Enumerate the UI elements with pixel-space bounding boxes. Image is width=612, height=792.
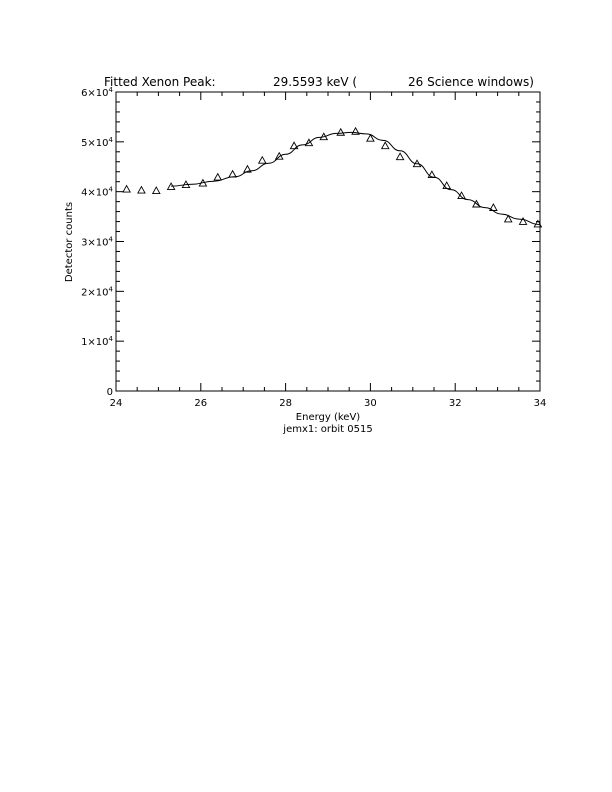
data-point bbox=[518, 217, 528, 225]
chart-title: Fitted Xenon Peak: 29.5593 keV ( 26 Scie… bbox=[104, 75, 534, 89]
y-tick-label: 6×104 bbox=[81, 86, 113, 99]
title-part: 26 Science windows) bbox=[408, 75, 534, 89]
data-point bbox=[380, 141, 390, 150]
x-tick-label: 24 bbox=[110, 398, 123, 409]
plot-frame bbox=[115, 91, 541, 392]
x-tick-label: 32 bbox=[449, 398, 462, 409]
data-point bbox=[457, 191, 466, 199]
data-point bbox=[243, 164, 252, 173]
data-point bbox=[412, 159, 422, 168]
x-tick-label: 28 bbox=[279, 398, 292, 409]
x-tick-label: 26 bbox=[194, 398, 207, 409]
data-point bbox=[213, 172, 223, 181]
y-tick-label: 3×104 bbox=[81, 236, 113, 249]
data-point bbox=[427, 170, 437, 179]
data-point bbox=[289, 141, 299, 150]
data-point bbox=[351, 126, 360, 135]
data-point bbox=[274, 151, 284, 160]
y-axis-label: Detector counts bbox=[64, 202, 75, 282]
y-tick-label: 1×104 bbox=[81, 335, 113, 348]
data-point bbox=[442, 181, 452, 190]
data-point bbox=[198, 178, 208, 187]
y-axis: 0 1×104 2×104 3×104 4×104 5×104 6×104 bbox=[81, 86, 540, 398]
data-point bbox=[122, 184, 131, 193]
y-tick-label: 4×104 bbox=[81, 186, 113, 199]
title-part: Fitted Xenon Peak: bbox=[104, 75, 216, 89]
y-tick-label: 2×104 bbox=[81, 285, 113, 298]
data-point bbox=[166, 182, 176, 191]
data-point bbox=[395, 152, 405, 161]
data-point bbox=[472, 199, 481, 208]
data-point bbox=[151, 186, 161, 194]
fit-curve bbox=[171, 131, 541, 226]
data-point bbox=[228, 169, 237, 178]
x-axis: 24 26 28 30 32 34 bbox=[110, 92, 547, 409]
chart-subtitle: jemx1: orbit 0515 bbox=[282, 424, 372, 435]
x-tick-label: 34 bbox=[534, 398, 547, 409]
y-tick-label: 0 bbox=[107, 387, 113, 398]
data-point bbox=[366, 133, 375, 142]
data-points bbox=[122, 126, 543, 228]
data-point bbox=[488, 203, 498, 211]
data-point bbox=[181, 180, 191, 189]
data-point bbox=[137, 185, 146, 194]
data-point bbox=[336, 127, 346, 136]
x-tick-label: 30 bbox=[364, 398, 377, 409]
data-point bbox=[319, 132, 329, 141]
y-tick-label: 5×104 bbox=[81, 136, 113, 149]
data-point bbox=[257, 155, 267, 164]
data-point bbox=[304, 138, 314, 147]
title-part: 29.5593 keV ( bbox=[273, 75, 357, 89]
data-point bbox=[533, 219, 543, 228]
x-axis-label: Energy (keV) bbox=[296, 412, 361, 423]
data-point bbox=[503, 214, 513, 223]
